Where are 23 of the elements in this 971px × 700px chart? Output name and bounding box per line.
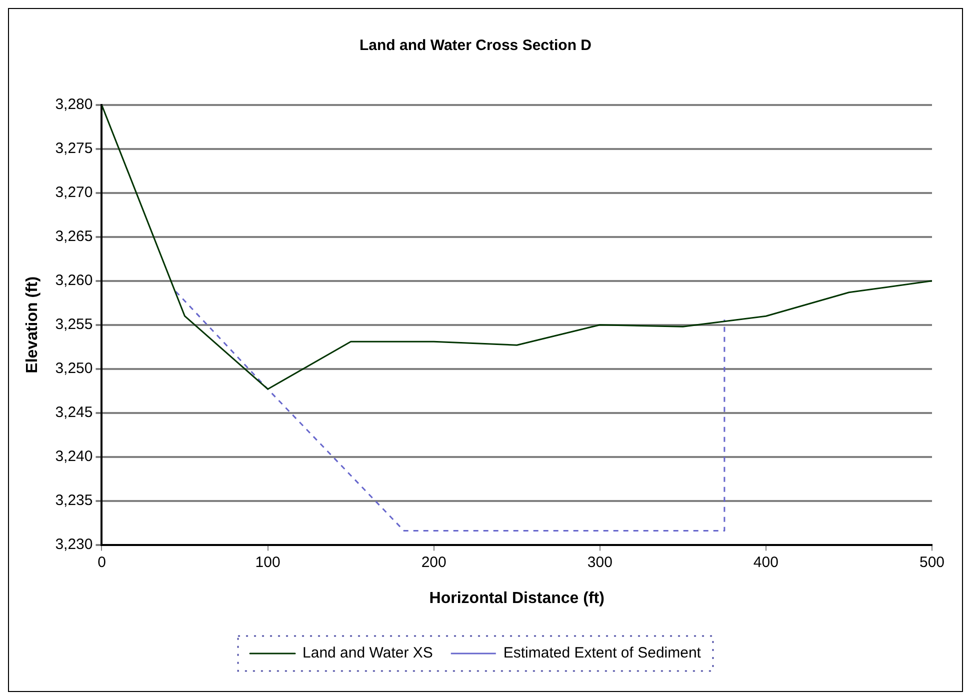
chart-title: Land and Water Cross Section D xyxy=(360,37,592,54)
y-tick-label: 3,270 xyxy=(55,184,93,202)
y-tick-label: 3,255 xyxy=(55,316,93,334)
x-tick-label: 0 xyxy=(98,554,106,571)
legend-label: Land and Water XS xyxy=(302,644,433,662)
y-tick-label: 3,260 xyxy=(55,272,93,290)
y-tick-label: 3,230 xyxy=(55,536,93,553)
y-tick-label: 3,240 xyxy=(55,448,93,465)
x-tick-label: 100 xyxy=(255,554,280,571)
x-axis-title: Horizontal Distance (ft) xyxy=(429,590,604,607)
x-tick-label: 200 xyxy=(421,554,446,571)
x-tick-label: 500 xyxy=(919,554,945,571)
y-tick-label: 3,275 xyxy=(55,140,93,158)
line-series xyxy=(175,290,726,532)
y-tick-label: 3,245 xyxy=(55,404,93,421)
x-tick-label: 400 xyxy=(753,554,778,571)
legend-label: Estimated Extent of Sediment xyxy=(503,644,702,662)
y-tick-label: 3,265 xyxy=(55,228,93,246)
y-tick-label: 3,280 xyxy=(55,96,93,114)
y-axis-title: Elevation (ft) xyxy=(24,276,42,374)
y-tick-label: 3,235 xyxy=(55,492,93,509)
y-tick-label: 3,250 xyxy=(55,360,93,378)
x-tick-label: 300 xyxy=(587,554,612,571)
